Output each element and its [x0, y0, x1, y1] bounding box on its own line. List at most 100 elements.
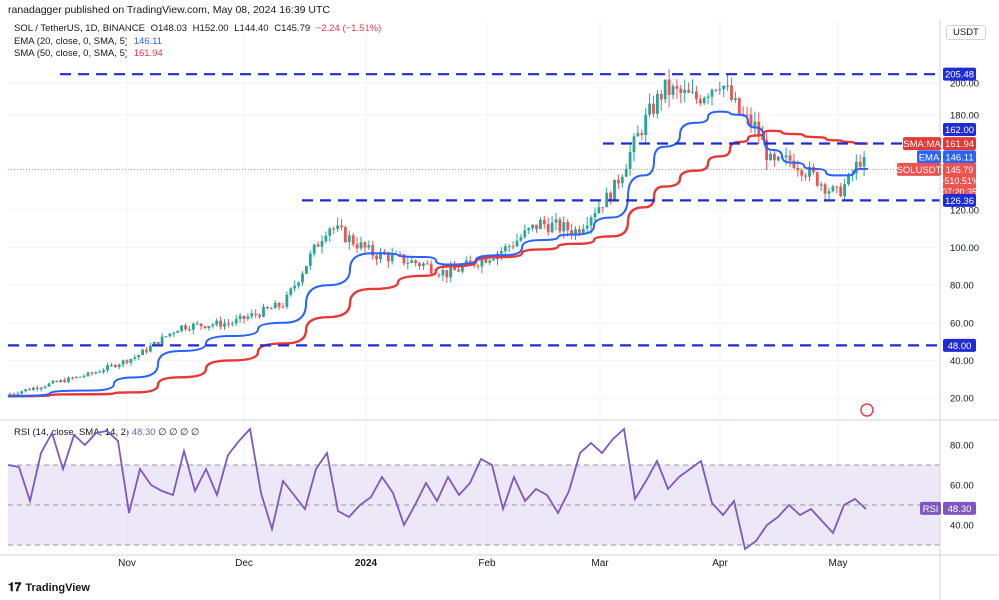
candle-body: [858, 161, 862, 167]
candle-body: [523, 230, 527, 238]
tag-sma: 161.94: [945, 139, 974, 150]
candle-body: [320, 241, 324, 247]
candle-body: [375, 255, 378, 260]
candle-body: [562, 222, 566, 232]
candle-body: [176, 330, 180, 333]
candle-body: [570, 230, 573, 235]
time-tick-label: May: [829, 558, 848, 569]
candle-body: [698, 99, 702, 104]
candle-body: [32, 387, 35, 391]
candle-body: [129, 358, 133, 363]
currency-selector[interactable]: USDT: [946, 25, 986, 40]
candle-body: [632, 136, 636, 153]
candle-body: [792, 160, 796, 169]
candle-body: [406, 262, 410, 264]
tag-rsi-name: RSI: [923, 504, 939, 515]
candle-body: [137, 354, 141, 358]
tag-last-bg: [943, 162, 976, 200]
candle-body: [585, 225, 589, 229]
rsi-tick-label: 40.00: [950, 521, 974, 532]
tag-205-bg: [943, 67, 976, 81]
candle-body: [51, 380, 55, 384]
tradingview-footer[interactable]: 𝟏𝟕 TradingView: [8, 580, 90, 595]
tag-ema: 146.11: [945, 152, 973, 163]
tag-ema-name-bg: [917, 150, 941, 164]
candle-body: [344, 227, 347, 243]
candle-body: [597, 207, 601, 214]
candle-body: [550, 222, 554, 233]
candle-body: [12, 393, 16, 395]
candle-body: [480, 258, 484, 267]
price-tick-label: 120.00: [950, 206, 979, 217]
candle-body: [55, 380, 59, 383]
candle-body: [503, 246, 507, 252]
time-tick-label: Mar: [591, 558, 609, 569]
candle-body: [453, 266, 456, 271]
candle-body: [484, 258, 488, 263]
tag-last-pct: +510.51%: [939, 176, 980, 186]
candle-body: [238, 315, 242, 319]
candle-body: [269, 308, 273, 310]
candle-body: [445, 269, 449, 278]
sma-legend-label[interactable]: SMA (50, close, 0, SMA, 5): [14, 48, 129, 59]
candle-body: [659, 93, 663, 100]
candle-body: [843, 184, 846, 197]
tag-rsi-name-bg: [920, 501, 941, 515]
candle-body: [219, 320, 222, 327]
candle-body: [277, 302, 281, 307]
rsi-legend-label[interactable]: RSI (14, close, SMA, 14, 2): [14, 427, 130, 438]
candle-body: [468, 260, 472, 262]
tag-162-bg: [943, 123, 976, 137]
candle-body: [308, 253, 312, 266]
candle-body: [242, 315, 246, 319]
candle-body: [515, 240, 519, 247]
candle-body: [293, 285, 297, 289]
candle-body: [566, 222, 570, 231]
candle-body: [281, 306, 285, 308]
candle-body: [535, 224, 538, 229]
price-tick-label: 200.00: [950, 78, 979, 89]
tag-countdown: 07:20:35: [942, 187, 977, 197]
candle-body: [199, 323, 203, 327]
candle-body: [110, 364, 113, 366]
close-value: C145.79: [274, 23, 311, 34]
tag-symbol: SOLUSDT: [897, 165, 942, 176]
candle-body: [94, 372, 98, 374]
ema-legend-label[interactable]: EMA (20, close, 0, SMA, 5): [14, 35, 129, 47]
change-value: −2.24 (−1.51%): [315, 23, 382, 34]
candle-body: [355, 244, 359, 249]
candle-body: [98, 371, 102, 373]
candle-body: [160, 336, 164, 345]
candle-body: [726, 85, 729, 87]
candle-body: [815, 172, 819, 186]
candle-body: [823, 184, 827, 194]
rsi-tick-label: 60.00: [950, 481, 974, 492]
rsi-tick-label: 80.00: [950, 441, 974, 452]
candle-body: [476, 265, 480, 267]
candle-body: [152, 341, 156, 346]
candle-body: [74, 376, 78, 378]
candle-body: [371, 245, 375, 256]
candle-body: [289, 288, 293, 295]
candle-body: [332, 228, 336, 230]
rsi-line: [7, 427, 867, 551]
candle-body: [710, 89, 714, 97]
price-tick-label: 80.00: [950, 281, 974, 292]
candle-body: [636, 132, 640, 137]
candle-body: [422, 263, 425, 266]
symbol-label[interactable]: SOL / TetherUS, 1D, BINANCE: [14, 23, 145, 34]
candle-body: [457, 270, 460, 272]
candle-body: [258, 314, 261, 317]
candle-body: [414, 260, 417, 264]
candle-body: [652, 103, 655, 114]
candle-body: [605, 192, 609, 208]
candle-body: [854, 161, 858, 174]
candle-body: [24, 389, 27, 392]
candle-body: [546, 224, 550, 233]
candle-body: [203, 326, 207, 329]
candle-body: [207, 326, 211, 329]
price-tick-label: 60.00: [950, 318, 974, 329]
candle-body: [8, 393, 12, 395]
candle-body: [527, 228, 531, 231]
